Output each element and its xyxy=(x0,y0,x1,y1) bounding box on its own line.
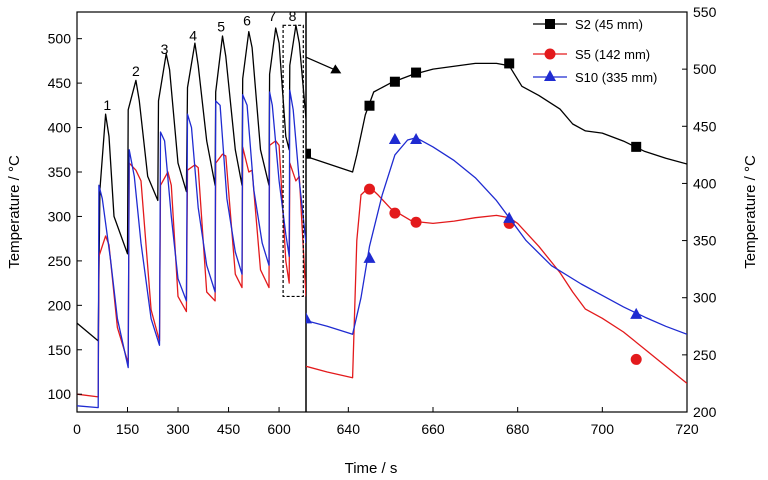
right-panel-series xyxy=(306,58,687,384)
left-panel-series xyxy=(77,24,306,409)
right-y-tick-label: 250 xyxy=(693,347,717,363)
legend-marker-triangle xyxy=(544,70,556,81)
peak-label: 1 xyxy=(103,97,111,113)
right-y-tick-label: 300 xyxy=(693,290,717,306)
left-x-tick-label: 450 xyxy=(217,421,241,437)
right-y-tick-label: 450 xyxy=(693,118,717,134)
legend-marker-square xyxy=(545,19,555,29)
left-y-tick-label: 150 xyxy=(48,342,72,358)
left-y-tick-label: 500 xyxy=(48,31,72,47)
left-y-tick-label: 200 xyxy=(48,297,72,313)
right-point-s10-335-mm xyxy=(503,211,516,223)
right-y-axis-title: Temperature / °C xyxy=(742,155,759,269)
right-point-s5-142-mm xyxy=(410,216,422,228)
right-point-s10-335-mm xyxy=(410,133,423,144)
left-y-axis-title: Temperature / °C xyxy=(6,155,23,269)
left-y-tick-label: 450 xyxy=(48,75,72,91)
legend-marker-circle xyxy=(544,48,556,60)
left-y-tick-label: 250 xyxy=(48,253,72,269)
peak-label: 4 xyxy=(189,27,197,43)
left-y-tick-label: 100 xyxy=(48,386,72,402)
zoom-box xyxy=(282,24,304,298)
right-point-s10-335-mm xyxy=(630,307,643,319)
left-series-line-s10-335-mm xyxy=(77,89,306,409)
right-y-tick-label: 350 xyxy=(693,233,717,249)
legend-item-s10: S10 (335 mm) xyxy=(533,70,657,85)
peak-label: 3 xyxy=(161,41,169,57)
left-x-tick-label: 0 xyxy=(73,421,81,437)
legend-label-s10: S10 (335 mm) xyxy=(575,70,657,85)
x-axis-title: Time / s xyxy=(345,460,398,477)
right-point-s2-45-mm xyxy=(389,76,400,87)
peak-label: 5 xyxy=(217,19,225,35)
right-point-s10-335-mm xyxy=(306,312,312,324)
right-series-line-s5-142-mm xyxy=(306,186,687,384)
annotations: 1 2 3 4 5 6 7 8 xyxy=(103,8,342,298)
right-point-s5-142-mm xyxy=(364,183,375,195)
zoom-arrow-head xyxy=(330,64,342,74)
legend-label-s5: S5 (142 mm) xyxy=(575,47,650,62)
right-point-s2-45-mm xyxy=(306,148,311,159)
left-y-tick-label: 300 xyxy=(48,208,72,224)
left-x-tick-label: 600 xyxy=(267,421,291,437)
right-y-tick-label: 200 xyxy=(693,404,717,420)
peak-label: 2 xyxy=(132,63,140,79)
right-point-s10-335-mm xyxy=(388,133,401,144)
right-y-tick-label: 550 xyxy=(693,4,717,20)
right-point-s2-45-mm xyxy=(504,58,515,69)
right-y-tick-label: 500 xyxy=(693,61,717,77)
right-point-s2-45-mm xyxy=(364,100,375,111)
left-x-tick-label: 150 xyxy=(116,421,140,437)
left-series-line-s2-45-mm xyxy=(77,24,306,342)
axes: 0 150 300 450 600 100 150 200 250 300 350 400 450 500… xyxy=(48,4,717,437)
right-point-s5-142-mm xyxy=(389,207,401,219)
peak-label: 7 xyxy=(268,8,276,24)
right-y-tick-label: 400 xyxy=(693,175,717,191)
left-x-tick-label: 300 xyxy=(166,421,190,437)
right-x-tick-label: 640 xyxy=(337,421,361,437)
right-x-tick-label: 660 xyxy=(421,421,445,437)
left-y-tick-label: 400 xyxy=(48,120,72,136)
peak-label: 6 xyxy=(243,12,251,28)
right-x-tick-label: 720 xyxy=(675,421,699,437)
legend-item-s5: S5 (142 mm) xyxy=(533,47,650,62)
right-series-line-s10-335-mm xyxy=(306,137,687,335)
legend: S2 (45 mm) S5 (142 mm) S10 (335 mm) xyxy=(533,17,657,85)
peak-label: 8 xyxy=(289,8,297,24)
right-x-tick-label: 680 xyxy=(506,421,530,437)
plot-frame xyxy=(76,11,688,413)
left-y-tick-label: 350 xyxy=(48,164,72,180)
legend-item-s2: S2 (45 mm) xyxy=(533,17,643,32)
right-point-s2-45-mm xyxy=(411,67,422,78)
right-point-s10-335-mm xyxy=(363,251,376,263)
right-point-s2-45-mm xyxy=(631,141,642,152)
right-x-tick-label: 700 xyxy=(591,421,615,437)
right-point-s5-142-mm xyxy=(630,353,642,365)
legend-label-s2: S2 (45 mm) xyxy=(575,17,643,32)
right-series-line-s2-45-mm xyxy=(306,62,687,173)
